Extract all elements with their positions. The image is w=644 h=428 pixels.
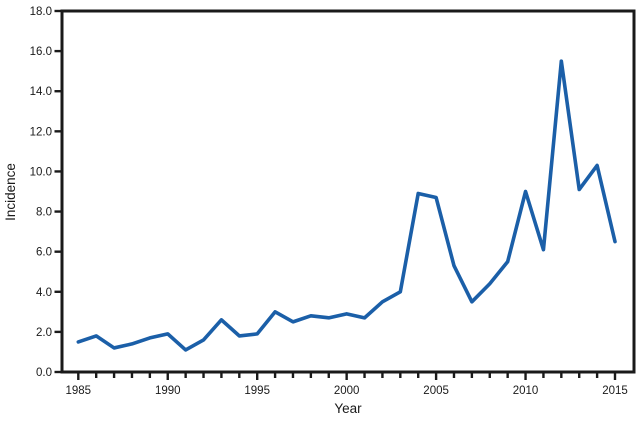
x-tick-label: 2010 (513, 385, 539, 397)
y-axis-title: Incidence (3, 163, 18, 221)
x-tick-label: 1990 (155, 385, 181, 397)
plot-frame (60, 9, 636, 374)
axis-ticks (54, 9, 617, 380)
y-tick-label: 6.0 (36, 247, 52, 259)
data-line (76, 59, 617, 352)
y-tick-label: 0.0 (36, 367, 52, 379)
x-axis-title: Year (334, 401, 362, 416)
y-tick-label: 14.0 (30, 86, 52, 98)
x-tick-label: 2000 (334, 385, 360, 397)
x-tick-label: 2015 (602, 385, 628, 397)
x-tick-label: 1985 (66, 385, 92, 397)
y-tick-label: 18.0 (30, 6, 52, 18)
y-tick-label: 2.0 (36, 327, 52, 339)
x-tick-label: 2005 (423, 385, 449, 397)
y-tick-label: 10.0 (30, 166, 52, 178)
y-tick-label: 16.0 (30, 46, 52, 58)
y-tick-label: 4.0 (36, 287, 52, 299)
data-series (76, 59, 617, 352)
y-tick-label: 12.0 (30, 126, 52, 138)
axis-tick-labels: 0.0 2.0 4.0 6.0 8.0 10.0 12.0 14.0 16.0 18.0 1985 1… (30, 6, 628, 397)
y-tick-label: 8.0 (36, 207, 52, 219)
x-tick-label: 1995 (244, 385, 270, 397)
